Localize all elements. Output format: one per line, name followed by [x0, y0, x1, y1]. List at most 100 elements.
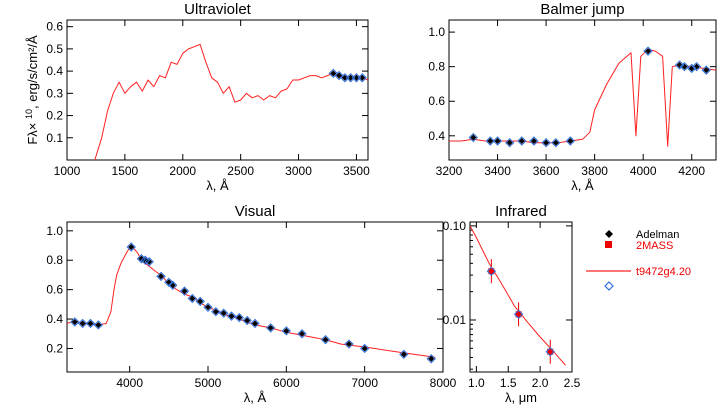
- visual-ytick-label: 1.0: [46, 224, 63, 238]
- balmer-adelman-point: [645, 48, 652, 55]
- uv-series-adelman: [330, 70, 366, 81]
- balmer-synthetic-point: [541, 138, 551, 148]
- visual-ytick-label: 0.4: [46, 312, 63, 326]
- visual-adelman-point: [189, 295, 196, 302]
- balmer-xtick-label: 3800: [581, 164, 608, 178]
- balmer-synthetic-point: [504, 138, 515, 148]
- uv-xtick-label: 3000: [285, 164, 312, 178]
- uv-ytick-label: 0.2: [46, 109, 63, 123]
- visual-adelman-point: [322, 336, 329, 343]
- balmer-ytick-label: 1.0: [428, 25, 445, 39]
- balmer-adelman-point: [506, 139, 513, 146]
- uv-xtick-label: 2000: [169, 164, 196, 178]
- balmer-synthetic-point: [529, 136, 539, 146]
- visual-adelman-point: [158, 273, 164, 280]
- balmer-xlabel: λ, Å: [571, 178, 594, 193]
- balmer-synthetic-point: [679, 61, 690, 72]
- visual-ytick-label: 0.8: [46, 253, 63, 267]
- visual-adelman-point: [428, 355, 435, 362]
- visual-adelman-point: [87, 320, 94, 327]
- visual-adelman-point: [128, 244, 135, 250]
- visual-xtick-label: 4000: [116, 376, 143, 390]
- visual-synthetic-point: [85, 318, 96, 329]
- ir-2mass-point: [547, 348, 554, 355]
- visual-adelman-point: [212, 308, 219, 315]
- visual-synthetic-point: [320, 334, 331, 345]
- visual-synthetic-point: [265, 323, 276, 333]
- legend-synthetic-marker: [604, 281, 614, 291]
- ir-model-line: [470, 225, 566, 366]
- legend-adelman-marker: [605, 230, 613, 238]
- uv-title: Ultraviolet: [184, 1, 252, 18]
- uv-adelman-point: [330, 70, 337, 77]
- ir-synthetic-point: [486, 266, 497, 276]
- legend: Adelman 2MASS t9472g4.20: [586, 229, 691, 291]
- ir-xlabel: λ, μm: [505, 390, 537, 405]
- balmer-title: Balmer jump: [540, 1, 624, 18]
- visual-xlabel: λ, Å: [244, 390, 267, 405]
- visual-adelman-point: [252, 320, 258, 327]
- balmer-series-synthetic: [468, 46, 711, 148]
- legend-2mass-marker: [605, 241, 612, 248]
- uv-plot-frame: [66, 19, 369, 161]
- balmer-synthetic-point: [565, 136, 576, 146]
- visual-adelman-point: [228, 313, 235, 320]
- visual-synthetic-point: [297, 329, 307, 339]
- balmer-adelman-point: [518, 137, 525, 144]
- uv-series-synthetic: [328, 68, 367, 83]
- visual-synthetic-point: [218, 308, 229, 318]
- uv-ylabel: Fλ× 10, erg/s/cm²/Å: [24, 35, 40, 145]
- visual-synthetic-point: [93, 320, 104, 330]
- legend-adelman-label: Adelman: [636, 229, 679, 241]
- balmer-model-line: [449, 48, 716, 147]
- visual-xtick-label: 8000: [430, 376, 457, 390]
- visual-series-synthetic: [70, 242, 436, 364]
- uv-synthetic-point: [334, 70, 344, 81]
- chart-ir: Infrared 1.0 1.5 2.0 2.5 0.01 0.10 λ, μm: [443, 203, 581, 405]
- balmer-adelman-point: [703, 67, 710, 74]
- uv-adelman-point: [341, 74, 348, 81]
- visual-adelman-point: [267, 324, 274, 331]
- ir-ytick-label: 0.01: [443, 313, 467, 327]
- visual-model-line: [67, 245, 436, 358]
- visual-adelman-point: [236, 314, 243, 321]
- visual-adelman-point: [244, 317, 251, 324]
- ir-ytick-label: 0.10: [443, 219, 467, 233]
- visual-synthetic-point: [187, 293, 198, 304]
- ir-synthetic-point: [513, 309, 524, 319]
- visual-adelman-point: [361, 345, 368, 352]
- balmer-synthetic-point: [701, 65, 711, 75]
- visual-adelman-point: [146, 258, 153, 265]
- balmer-adelman-point: [567, 137, 574, 144]
- balmer-synthetic-point: [691, 61, 702, 72]
- visual-synthetic-point: [234, 312, 245, 323]
- uv-ytick-label: 0.3: [46, 86, 63, 100]
- visual-synthetic-point: [281, 326, 292, 336]
- uv-synthetic-point: [357, 73, 367, 83]
- visual-adelman-point: [71, 319, 78, 325]
- balmer-synthetic-point: [517, 136, 527, 146]
- balmer-series-adelman: [470, 48, 710, 146]
- balmer-ytick-label: 0.6: [428, 94, 445, 108]
- visual-ytick-label: 0.2: [46, 341, 63, 355]
- visual-adelman-point: [79, 320, 86, 327]
- visual-synthetic-point: [70, 317, 80, 327]
- visual-xtick-label: 6000: [273, 376, 300, 390]
- legend-2mass-label: 2MASS: [636, 240, 673, 252]
- balmer-xtick-label: 3200: [436, 164, 463, 178]
- uv-ytick-label: 0.6: [46, 20, 63, 34]
- balmer-adelman-point: [681, 63, 688, 70]
- visual-synthetic-point: [156, 271, 166, 282]
- visual-synthetic-point: [211, 306, 221, 317]
- chart-balmer: Balmer jump 3200 3400 3600 3800 4000 4200 0.4 0.…: [428, 1, 717, 193]
- ir-title: Infrared: [495, 203, 547, 220]
- balmer-xtick-label: 3600: [533, 164, 560, 178]
- legend-model-label: t9472g4.20: [636, 266, 691, 278]
- visual-adelman-point: [346, 341, 352, 348]
- uv-adelman-point: [353, 74, 360, 81]
- visual-adelman-point: [205, 304, 211, 311]
- balmer-synthetic-point: [492, 136, 503, 146]
- balmer-xtick-label: 3400: [484, 164, 511, 178]
- visual-xtick-label: 7000: [351, 376, 378, 390]
